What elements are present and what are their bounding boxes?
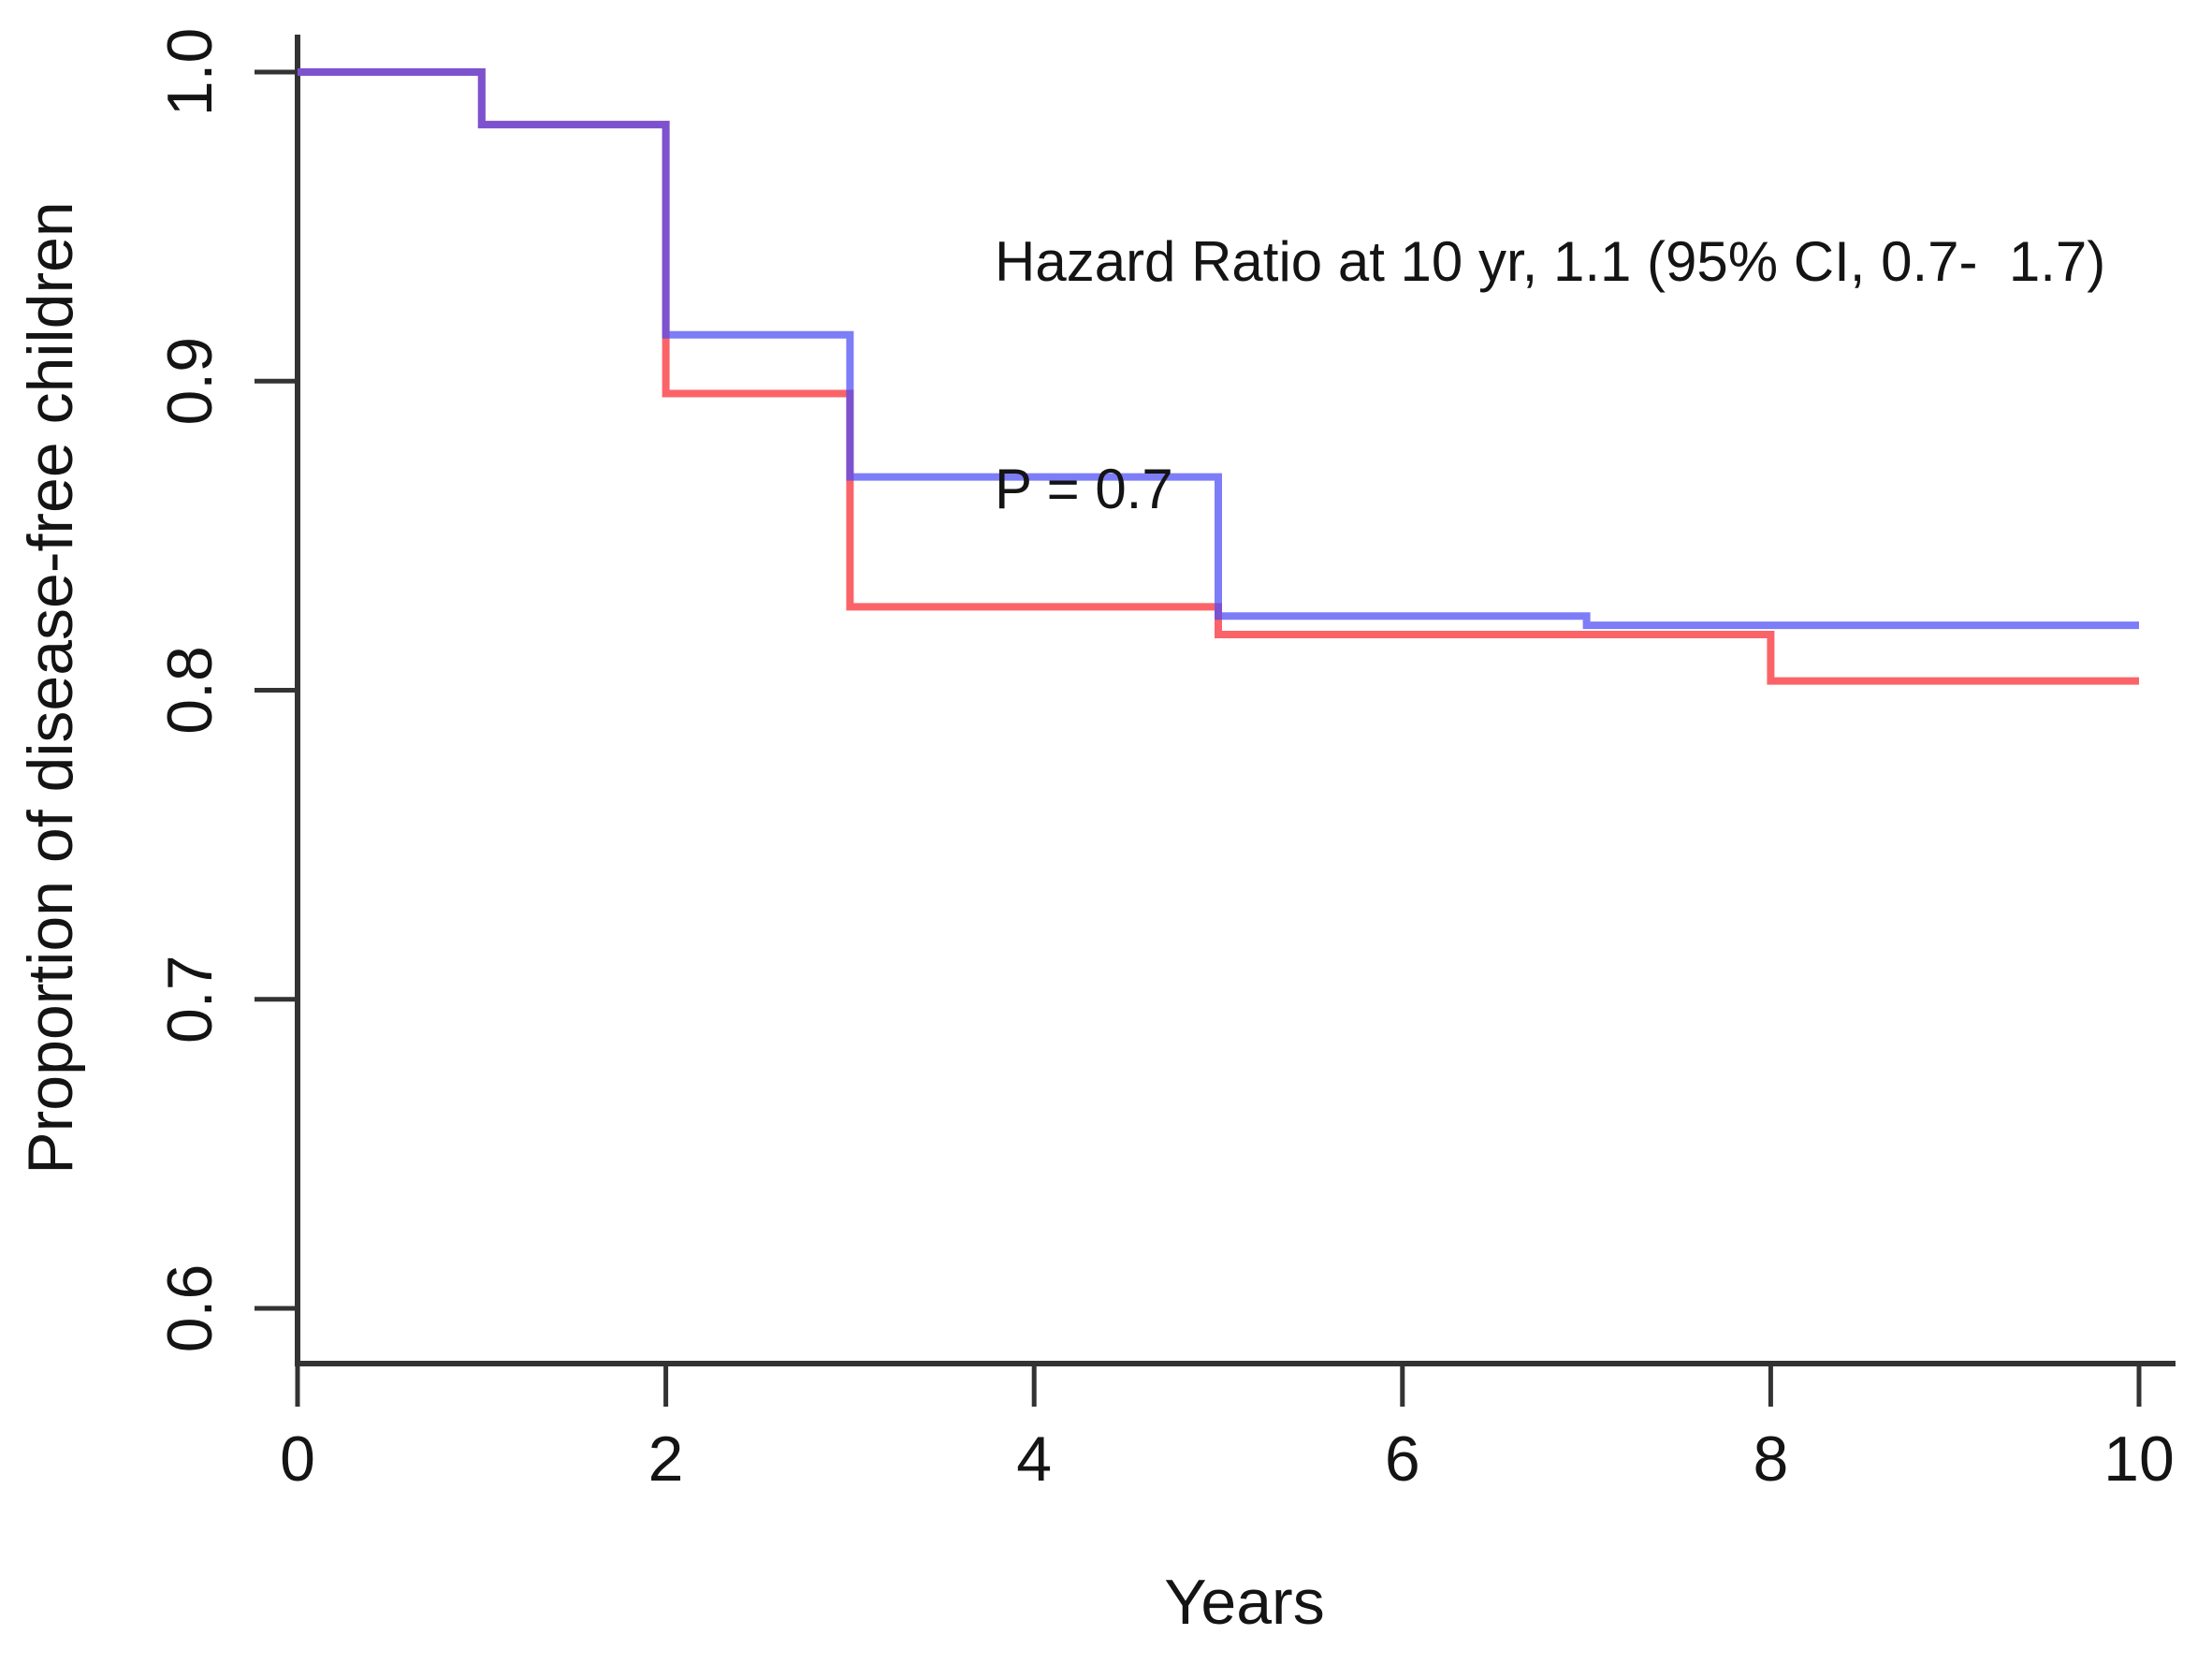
y-tick-label: 0.9 [154,337,226,426]
axes-group: 0.6 0.7 0.8 0.9 1.0 0 2 4 6 8 10 [154,28,2176,1495]
km-curve-blue-group [298,68,2139,630]
x-tick-label: 6 [1385,1423,1420,1495]
y-tick-label: 0.6 [154,1264,226,1353]
x-axis-title: Years [1164,1567,1324,1638]
annotation-block: Hazard Ratio at 10 yr, 1.1 (95% CI, 0.7-… [995,72,2105,679]
x-tick-label: 2 [648,1423,684,1495]
x-tick-label: 8 [1753,1423,1788,1495]
hazard-ratio-text: Hazard Ratio at 10 yr, 1.1 (95% CI, 0.7-… [995,230,2106,293]
series-group [298,68,2139,685]
y-tick-label: 1.0 [154,28,226,117]
p-value-text: P = 0.7 [995,458,1173,520]
y-tick-label: 0.8 [154,646,226,735]
x-tick-label: 4 [1016,1423,1052,1495]
y-axis-title: Proportion of disease-free children [15,201,86,1174]
x-tick-label: 0 [280,1423,315,1495]
y-tick-label: 0.7 [154,955,226,1044]
x-tick-label: 10 [2103,1423,2175,1495]
